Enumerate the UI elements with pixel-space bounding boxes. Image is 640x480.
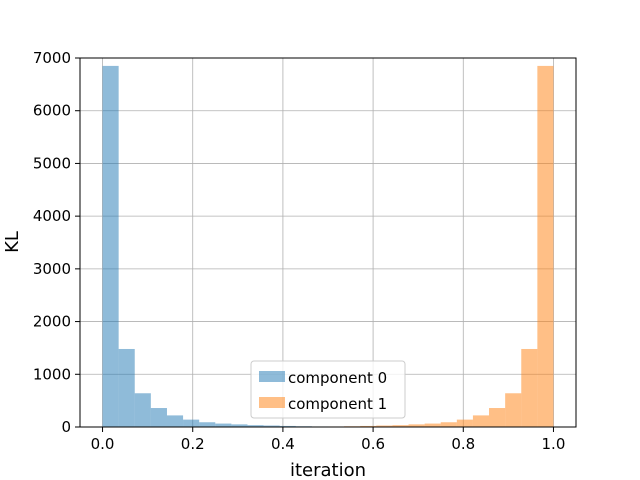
- series-0-bar: [263, 425, 280, 427]
- series-1-bar: [440, 422, 457, 427]
- series-0-bar: [118, 348, 135, 427]
- series-0-bar: [279, 425, 296, 427]
- x-axis-ticks: 0.0 0.2 0.4 0.6 0.8 1.0: [91, 427, 566, 453]
- series-0-bar: [166, 415, 184, 427]
- axes-frame: [79, 57, 577, 428]
- series-0-bar: [150, 408, 167, 427]
- series-1-bar: [360, 425, 377, 427]
- x-tick-label: 0.8: [451, 435, 475, 453]
- y-tick-label: 0: [61, 418, 71, 436]
- series-1-bar: [424, 423, 441, 427]
- y-tick-label: 6000: [33, 102, 71, 120]
- series-1-bar: [521, 348, 538, 427]
- series-1-bar: [489, 408, 506, 427]
- y-tick-label: 4000: [33, 207, 71, 225]
- x-tick-label: 0.6: [361, 435, 385, 453]
- x-axis-label: iteration: [290, 460, 366, 480]
- series-1-bar: [392, 425, 409, 427]
- y-tick-label: 5000: [33, 154, 71, 172]
- series-1-bar: [537, 65, 554, 428]
- x-tick-label: 0.4: [271, 435, 295, 453]
- histogram-bars: [102, 65, 554, 428]
- series-0-bar: [183, 419, 200, 427]
- series-0-bar: [247, 425, 264, 427]
- y-tick-label: 3000: [33, 260, 71, 278]
- series-0-bar: [199, 422, 216, 427]
- y-axis-ticks: 0 1000 2000 3000 4000 5000 6000 7000: [33, 49, 80, 436]
- legend-label: component 1: [288, 395, 387, 413]
- y-axis-label: KL: [2, 231, 23, 253]
- series-0-bar: [102, 65, 119, 428]
- y-tick-label: 2000: [33, 313, 71, 331]
- y-tick-label: 7000: [33, 49, 71, 67]
- legend-swatch: [259, 371, 285, 382]
- series-0-bar: [134, 393, 151, 427]
- legend-swatch: [259, 397, 285, 408]
- series-1-bar: [472, 415, 490, 427]
- series-1-bar: [376, 425, 393, 427]
- y-tick-label: 1000: [33, 365, 71, 383]
- series-0-bar: [215, 423, 232, 427]
- series-1-bar: [505, 393, 522, 427]
- legend-box: [250, 360, 406, 419]
- legend-label: component 0: [288, 369, 387, 387]
- x-tick-label: 1.0: [542, 435, 566, 453]
- legend: component 0 component 1: [250, 360, 406, 419]
- x-tick-label: 0.0: [91, 435, 115, 453]
- series-0-bar: [231, 424, 248, 427]
- series-1-bar: [408, 424, 425, 427]
- x-tick-label: 0.2: [181, 435, 205, 453]
- series-1-bar: [456, 419, 473, 427]
